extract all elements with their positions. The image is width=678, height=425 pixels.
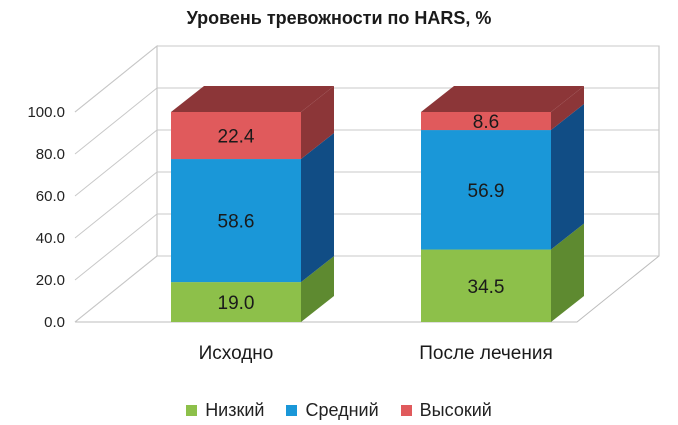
data-label: 34.5 [468, 277, 505, 298]
data-label: 58.6 [218, 212, 255, 233]
bar-front-0-0 [171, 282, 301, 322]
bar-front-2-1 [421, 112, 551, 131]
bar-side-1-1 [551, 104, 584, 250]
data-label: 22.4 [218, 127, 255, 148]
legend-item-medium: Средний [286, 400, 379, 421]
bar-side-1-0 [301, 133, 334, 283]
bar-top-0 [171, 86, 334, 112]
legend-label-high: Высокий [419, 400, 492, 420]
bar-front-0-1 [421, 249, 551, 322]
bar-front-1-1 [421, 130, 551, 250]
legend-swatch-low [186, 405, 198, 416]
x-category-label: После лечения [419, 343, 553, 364]
legend-swatch-high [400, 405, 412, 416]
legend-item-high: Высокий [400, 400, 492, 421]
gridline [74, 45, 659, 113]
x-category-label: Исходно [199, 343, 274, 364]
legend: Низкий Средний Высокий [0, 400, 678, 421]
bar-side-0-1 [551, 223, 584, 322]
bar-side-2-0 [301, 86, 334, 160]
y-tick-label: 60.0 [36, 188, 65, 205]
bar-top-1 [421, 86, 584, 112]
y-tick-label: 20.0 [36, 272, 65, 289]
data-label: 56.9 [468, 181, 505, 202]
y-tick-label: 0.0 [44, 314, 65, 331]
y-tick-label: 80.0 [36, 146, 65, 163]
legend-label-medium: Средний [305, 400, 379, 420]
bar-front-2-0 [171, 112, 301, 160]
legend-item-low: Низкий [186, 400, 264, 421]
bar-front-1-0 [171, 159, 301, 283]
legend-label-low: Низкий [205, 400, 265, 420]
bar-side-0-0 [301, 256, 334, 322]
data-label: 19.0 [218, 293, 255, 314]
chart-title: Уровень тревожности по HARS, % [186, 8, 492, 28]
side-wall [74, 44, 158, 323]
data-label: 8.6 [473, 112, 499, 133]
legend-swatch-medium [286, 405, 298, 416]
y-tick-label: 40.0 [36, 230, 65, 247]
y-tick-label: 100.0 [27, 104, 65, 121]
bar-side-2-1 [551, 86, 584, 131]
